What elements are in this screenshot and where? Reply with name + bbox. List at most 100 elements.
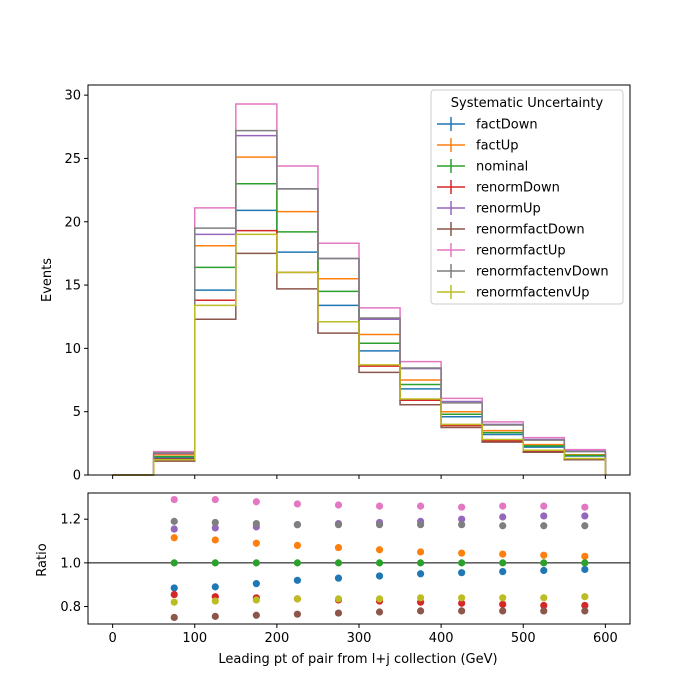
ratio-point-renormfactDown <box>499 607 507 615</box>
ratio-xticks: 0 100 200 300 400 500 600 <box>108 624 618 646</box>
legend-item-renormDown[interactable]: renormDown <box>437 180 560 196</box>
x-axis-label: Leading pt of pair from l+j collection (… <box>218 652 497 667</box>
ratio-point-renormfactDown <box>293 610 302 618</box>
ratio-point-factUp <box>170 534 178 542</box>
x-tick-label: 300 <box>347 631 372 646</box>
x-tick-label: 200 <box>264 631 289 646</box>
legend-label: renormUp <box>476 202 541 217</box>
main-plot: 0 5 10 15 20 25 30 Events Systematic Uncertain… <box>40 84 631 484</box>
ratio-point-factUp <box>416 548 425 556</box>
legend-item-factUp[interactable]: factUp <box>437 138 519 154</box>
y-tick-label: 15 <box>64 279 81 294</box>
ratio-point-renormfactDown <box>211 612 219 620</box>
ratio-point-renormfactenvDown <box>375 521 384 529</box>
x-tick-label: 100 <box>182 631 207 646</box>
legend-label: renormfactenvUp <box>476 286 590 301</box>
y-tick-label: 25 <box>64 152 81 167</box>
ratio-point-nominal <box>416 559 425 567</box>
ratio-point-factUp <box>293 541 302 550</box>
ratio-point-renormfactUp <box>458 503 466 511</box>
ratio-point-factDown <box>293 576 302 584</box>
ratio-point-nominal <box>334 559 343 567</box>
ratio-point-renormfactenvUp <box>252 596 260 604</box>
ratio-point-renormfactUp <box>334 501 343 509</box>
legend-item-renormfactenvDown[interactable]: renormfactenvDown <box>437 264 609 280</box>
y-tick-label: 1.2 <box>60 513 81 528</box>
ratio-y-axis-label: Ratio <box>35 543 50 576</box>
ratio-point-renormfactUp <box>211 495 219 504</box>
legend-items: factDown factUp nominal renormDown renormUp r… <box>437 117 609 301</box>
ratio-point-factUp <box>334 543 343 552</box>
ratio-point-renormfactDown <box>581 607 589 615</box>
ratio-point-renormfactenvDown <box>540 522 548 530</box>
legend-label: factUp <box>476 139 519 154</box>
ratio-point-factUp <box>375 546 384 554</box>
legend-item-renormfactUp[interactable]: renormfactUp <box>437 243 566 259</box>
legend-box <box>430 89 624 305</box>
ratio-point-renormfactenvDown <box>416 521 425 529</box>
x-tick-label: 0 <box>108 631 116 646</box>
ratio-yticks: 0.8 1.0 1.2 <box>60 513 88 615</box>
main-y-axis-label: Events <box>40 258 55 302</box>
ratio-point-renormfactUp <box>293 500 302 508</box>
ratio-point-renormDown <box>458 599 466 607</box>
ratio-point-renormfactenvUp <box>416 594 425 602</box>
ratio-point-renormfactenvUp <box>581 593 589 601</box>
ratio-point-factDown <box>458 569 466 577</box>
y-tick-label: 30 <box>64 89 81 104</box>
y-tick-label: 20 <box>64 215 81 230</box>
ratio-point-renormUp <box>499 513 507 521</box>
ratio-point-nominal <box>499 559 507 567</box>
ratio-point-renormfactenvUp <box>499 594 507 602</box>
main-xticks <box>112 475 606 479</box>
ratio-point-renormfactenvDown <box>211 518 219 527</box>
ratio-point-renormfactUp <box>252 498 260 506</box>
y-tick-label: 10 <box>64 342 81 357</box>
legend-label: factDown <box>476 118 538 133</box>
ratio-point-renormfactUp <box>416 502 425 510</box>
ratio-point-nominal <box>581 559 589 567</box>
legend-label: renormDown <box>476 181 560 196</box>
ratio-point-renormUp <box>170 525 178 533</box>
ratio-point-renormDown <box>540 601 548 610</box>
ratio-point-nominal <box>375 559 384 567</box>
y-tick-label: 1.0 <box>60 556 81 571</box>
legend-item-factDown[interactable]: factDown <box>437 117 538 133</box>
ratio-point-factUp <box>540 551 548 559</box>
legend[interactable]: Systematic Uncertainty factDown factUp nom… <box>430 89 624 305</box>
x-tick-label: 600 <box>593 631 618 646</box>
ratio-point-factUp <box>252 539 260 547</box>
ratio-point-factDown <box>416 570 425 578</box>
ratio-point-renormfactDown <box>334 609 343 617</box>
legend-item-renormfactenvUp[interactable]: renormfactenvUp <box>437 285 590 301</box>
ratio-point-factDown <box>540 566 548 575</box>
legend-title: Systematic Uncertainty <box>451 96 604 111</box>
ratio-point-renormfactUp <box>540 502 548 510</box>
ratio-point-renormfactDown <box>458 607 466 615</box>
legend-item-nominal[interactable]: nominal <box>437 159 528 175</box>
ratio-point-nominal <box>540 559 548 567</box>
ratio-point-renormDown <box>581 601 589 610</box>
legend-label: nominal <box>476 160 528 175</box>
ratio-point-renormfactenvDown <box>170 517 178 525</box>
ratio-plot: 0 100 200 300 400 500 600 0.8 1.0 1.2 Ratio Lead… <box>35 492 631 667</box>
ratio-point-factDown <box>499 568 507 576</box>
ratio-point-factUp <box>458 549 466 557</box>
legend-item-renormfactDown[interactable]: renormfactDown <box>437 222 585 238</box>
ratio-point-renormfactUp <box>170 495 178 504</box>
ratio-point-renormfactUp <box>375 502 384 510</box>
ratio-point-renormfactenvDown <box>581 522 589 530</box>
ratio-point-renormfactDown <box>375 608 384 616</box>
legend-item-renormUp[interactable]: renormUp <box>437 201 541 217</box>
ratio-point-factDown <box>252 580 260 588</box>
y-tick-label: 5 <box>73 405 81 420</box>
ratio-point-renormfactenvUp <box>540 594 548 602</box>
ratio-points-group <box>170 495 589 622</box>
ratio-point-nominal <box>170 559 178 567</box>
ratio-point-renormDown <box>170 590 178 599</box>
y-tick-label: 0 <box>73 469 81 484</box>
ratio-point-factDown <box>375 572 384 580</box>
ratio-point-renormfactDown <box>252 611 260 619</box>
ratio-point-renormDown <box>499 600 507 608</box>
